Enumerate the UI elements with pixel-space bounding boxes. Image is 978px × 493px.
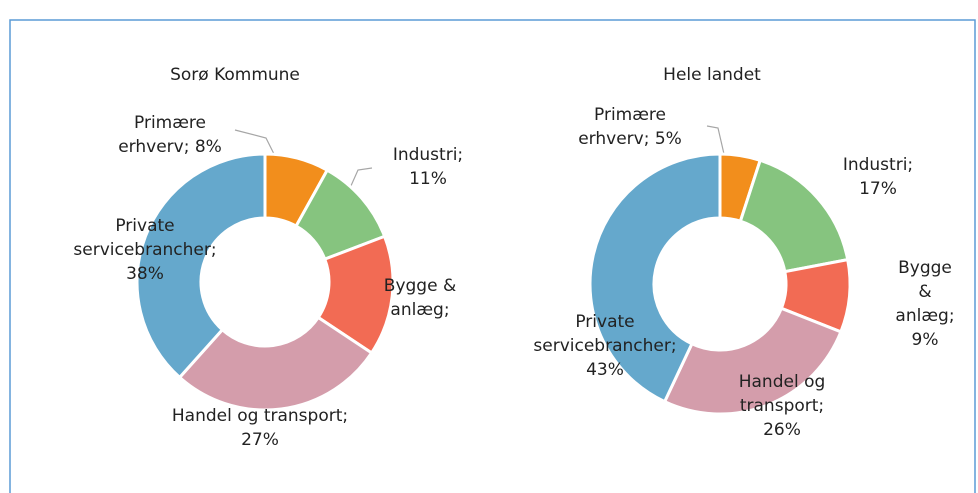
label-line: Industri; (843, 155, 913, 175)
donut-slice (662, 306, 843, 416)
data-label: Industri; 11% (393, 145, 463, 189)
label-line: 43% (586, 360, 624, 380)
data-label: Private servicebrancher; 43% (533, 312, 676, 380)
label-line: & (918, 282, 931, 302)
chart-title: Sorø Kommune (170, 65, 300, 85)
label-line: 9% (912, 330, 939, 350)
data-label: Handel og transport; 26% (739, 372, 826, 440)
data-label: Handel og transport; 27% (172, 406, 348, 450)
label-line: Handel og (739, 372, 826, 392)
donut-slice (588, 152, 722, 404)
data-label: Private servicebrancher; 38% (73, 216, 216, 284)
label-line: anlæg; (390, 300, 449, 320)
data-label: Bygge & anlæg; 9% (895, 258, 954, 350)
donut-slice (177, 315, 374, 412)
label-line: Bygge (898, 258, 952, 278)
label-line: Handel og transport; (172, 406, 348, 426)
donut-slice (135, 152, 267, 380)
data-label: Primære erhverv; 8% (118, 113, 222, 157)
data-label: Bygge & anlæg; (384, 276, 456, 320)
label-line: 27% (241, 430, 279, 450)
frame (9, 19, 976, 493)
label-line: erhverv; 8% (118, 137, 222, 157)
label-line: Private (115, 216, 174, 236)
label-line: 11% (409, 169, 447, 189)
label-line: erhverv; 5% (578, 129, 682, 149)
label-line: Primære (134, 113, 206, 133)
label-line: transport; (740, 396, 824, 416)
label-line: anlæg; (895, 306, 954, 326)
label-line: Primære (594, 105, 666, 125)
data-label: Industri; 17% (843, 155, 913, 199)
label-line: servicebrancher; (73, 240, 216, 260)
label-line: Industri; (393, 145, 463, 165)
label-line: 17% (859, 179, 897, 199)
label-line: 26% (763, 420, 801, 440)
label-line: 38% (126, 264, 164, 284)
donut-slice (738, 158, 850, 274)
label-line: servicebrancher; (533, 336, 676, 356)
data-label: Primære erhverv; 5% (578, 105, 682, 149)
label-line: Private (575, 312, 634, 332)
label-line: Bygge & (384, 276, 456, 296)
chart-title: Hele landet (663, 65, 761, 85)
